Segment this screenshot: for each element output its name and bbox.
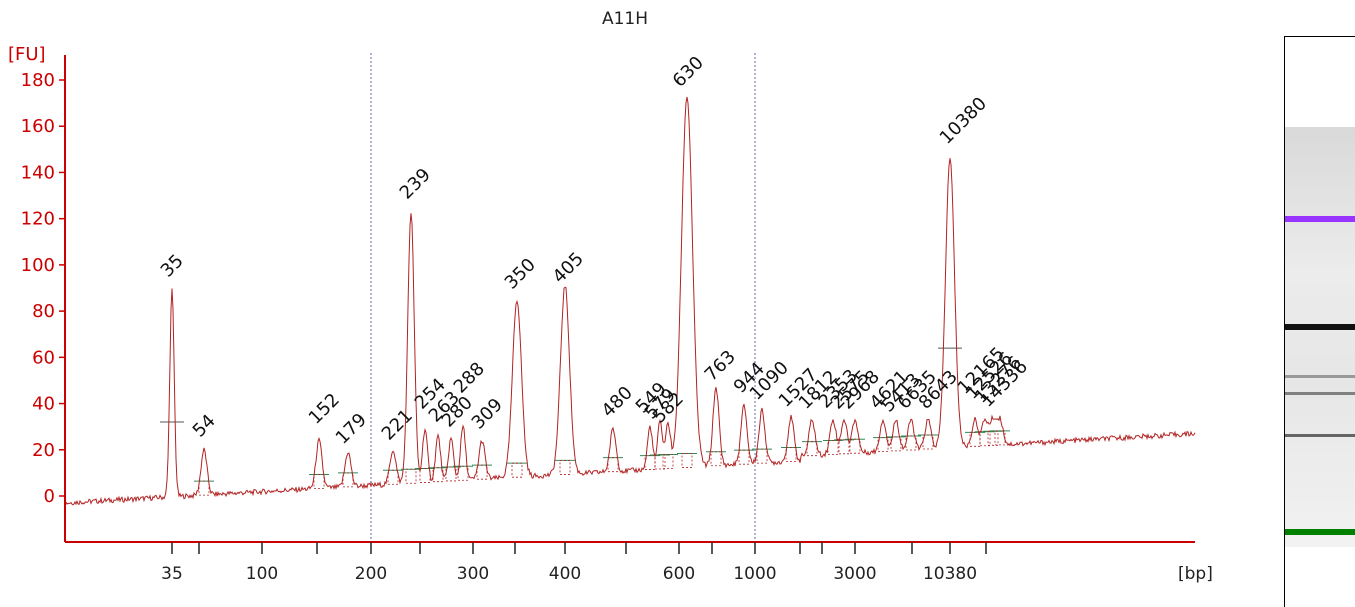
peak-label: 630 xyxy=(669,52,708,91)
gel-band xyxy=(1285,434,1355,438)
x-tick-label: 10380 xyxy=(923,564,977,584)
y-tick-label: 120 xyxy=(21,209,55,230)
y-tick-label: 0 xyxy=(44,486,55,507)
peak-window xyxy=(905,435,917,451)
peak-window xyxy=(710,451,722,467)
peak-window xyxy=(607,457,619,473)
peak-window xyxy=(827,440,839,455)
chart-title: A11H xyxy=(602,9,648,29)
peak-window xyxy=(559,460,571,475)
peak-window xyxy=(654,454,666,470)
peak-window xyxy=(198,480,210,496)
gel-band xyxy=(1285,392,1355,396)
peak-window xyxy=(445,466,457,482)
x-tick-label: 3000 xyxy=(833,564,876,584)
peak-label: 152 xyxy=(305,389,344,428)
peak-window xyxy=(405,468,417,484)
gel-band xyxy=(1285,323,1355,330)
peak-window xyxy=(756,448,768,464)
y-tick-label: 40 xyxy=(32,394,55,415)
y-tick-label: 140 xyxy=(21,162,55,183)
electropherogram-trace xyxy=(64,96,1196,506)
peak-window xyxy=(806,441,818,457)
peak-window xyxy=(987,430,999,446)
peak-window xyxy=(838,439,850,455)
peak-window xyxy=(342,472,354,488)
gel-band xyxy=(1285,216,1355,223)
x-axis-label: [bp] xyxy=(1178,564,1213,584)
peak-window xyxy=(849,438,861,454)
peak-window xyxy=(387,469,399,485)
peak-label: 480 xyxy=(598,382,637,421)
y-axis: 0 20 40 60 80 100 120 140 160 180 xyxy=(21,55,66,542)
peak-label: 221 xyxy=(378,405,417,444)
x-tick-label: 1000 xyxy=(733,564,776,584)
peak-window xyxy=(511,462,523,478)
gel-band xyxy=(1285,375,1355,379)
x-tick-label: 200 xyxy=(355,564,387,584)
peak-window xyxy=(476,464,488,480)
peak-window xyxy=(313,474,325,489)
x-tick-label: 600 xyxy=(663,564,695,584)
gel-lane xyxy=(1285,127,1355,547)
peak-window xyxy=(419,468,431,483)
x-tick-label: 300 xyxy=(457,564,489,584)
x-axis: 35 100 200 300 400 600 1000 3000 10380 xyxy=(65,541,1195,584)
x-tick-label: 35 xyxy=(161,564,183,584)
peak-label: 239 xyxy=(396,164,435,203)
peak-window xyxy=(738,449,750,465)
peak-baselines xyxy=(160,347,1010,496)
y-tick-label: 20 xyxy=(32,440,55,461)
y-axis-label: [FU] xyxy=(8,44,46,65)
peak-window xyxy=(785,447,797,462)
peak-window xyxy=(890,436,902,452)
peak-label: 309 xyxy=(468,394,507,433)
gel-band xyxy=(1285,529,1355,536)
y-tick-label: 60 xyxy=(32,347,55,368)
x-tick-label: 100 xyxy=(246,564,278,584)
peak-label: 10380 xyxy=(936,93,991,148)
y-tick-label: 180 xyxy=(21,70,55,91)
peak-label: 350 xyxy=(501,254,540,293)
x-tick-label: 400 xyxy=(549,564,581,584)
peak-label: 54 xyxy=(189,410,220,441)
peak-label: 35 xyxy=(157,250,188,281)
y-tick-label: 80 xyxy=(32,301,55,322)
peak-label: 405 xyxy=(549,248,588,287)
peak-window xyxy=(662,454,674,469)
peak-window xyxy=(457,465,469,481)
electropherogram-chart: A11H [FU] [bp] 020406080100120140160180 … xyxy=(8,9,1213,584)
peak-label: 288 xyxy=(450,358,489,397)
peak-window xyxy=(681,453,693,468)
y-tick-label: 100 xyxy=(21,255,55,276)
peak-window xyxy=(979,431,991,447)
y-tick-label: 160 xyxy=(21,116,55,137)
peak-label: 179 xyxy=(332,409,371,448)
